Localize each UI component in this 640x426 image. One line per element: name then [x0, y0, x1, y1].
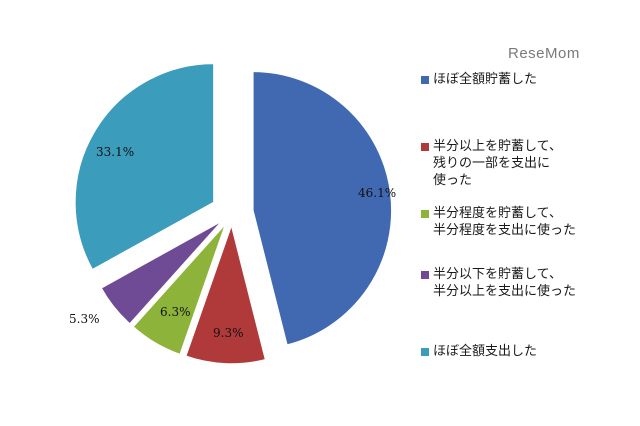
legend-swatch: [421, 76, 429, 84]
legend-label: ほぼ全額支出した: [433, 344, 538, 359]
legend-item-save-half: 半分程度を貯蓄して、 半分程度を支出に使った: [421, 205, 633, 239]
legend-label: ほぼ全額貯蓄した: [433, 72, 538, 87]
legend-label: 半分程度を貯蓄して、 半分程度を支出に使った: [433, 206, 577, 238]
legend-swatch: [421, 210, 429, 218]
resemom-watermark: ReseMom: [508, 45, 580, 62]
legend-swatch: [421, 271, 429, 279]
legend-swatch: [421, 143, 429, 151]
legend-swatch: [421, 348, 429, 356]
slice-save-all: [252, 70, 393, 347]
slice-data-label: 33.1%: [96, 145, 134, 159]
legend-label: 半分以下を貯蓄して、 半分以上を支出に使った: [433, 267, 577, 299]
slice-data-label: 46.1%: [358, 186, 396, 200]
slice-data-label: 6.3%: [160, 305, 191, 319]
legend-item-spend-all: ほぼ全額支出した: [421, 343, 633, 360]
legend-item-save-all: ほぼ全額貯蓄した: [421, 71, 633, 88]
slice-save-less-than-half: [100, 219, 224, 326]
slice-save-more-than-half: [184, 222, 267, 365]
legend-item-save-less-than-half: 半分以下を貯蓄して、 半分以上を支出に使った: [421, 266, 633, 300]
slice-spend-all: [74, 62, 215, 271]
legend-label: 半分以上を貯蓄して、 残りの一部を支出に 使った: [433, 139, 562, 188]
chart-legend: ほぼ全額貯蓄した 半分以上を貯蓄して、 残りの一部を支出に 使った 半分程度を貯…: [421, 0, 640, 426]
slice-data-label: 5.3%: [69, 312, 100, 326]
slice-save-half: [132, 222, 227, 356]
legend-item-save-more-than-half: 半分以上を貯蓄して、 残りの一部を支出に 使った: [421, 138, 633, 189]
slice-data-label: 9.3%: [213, 326, 244, 340]
